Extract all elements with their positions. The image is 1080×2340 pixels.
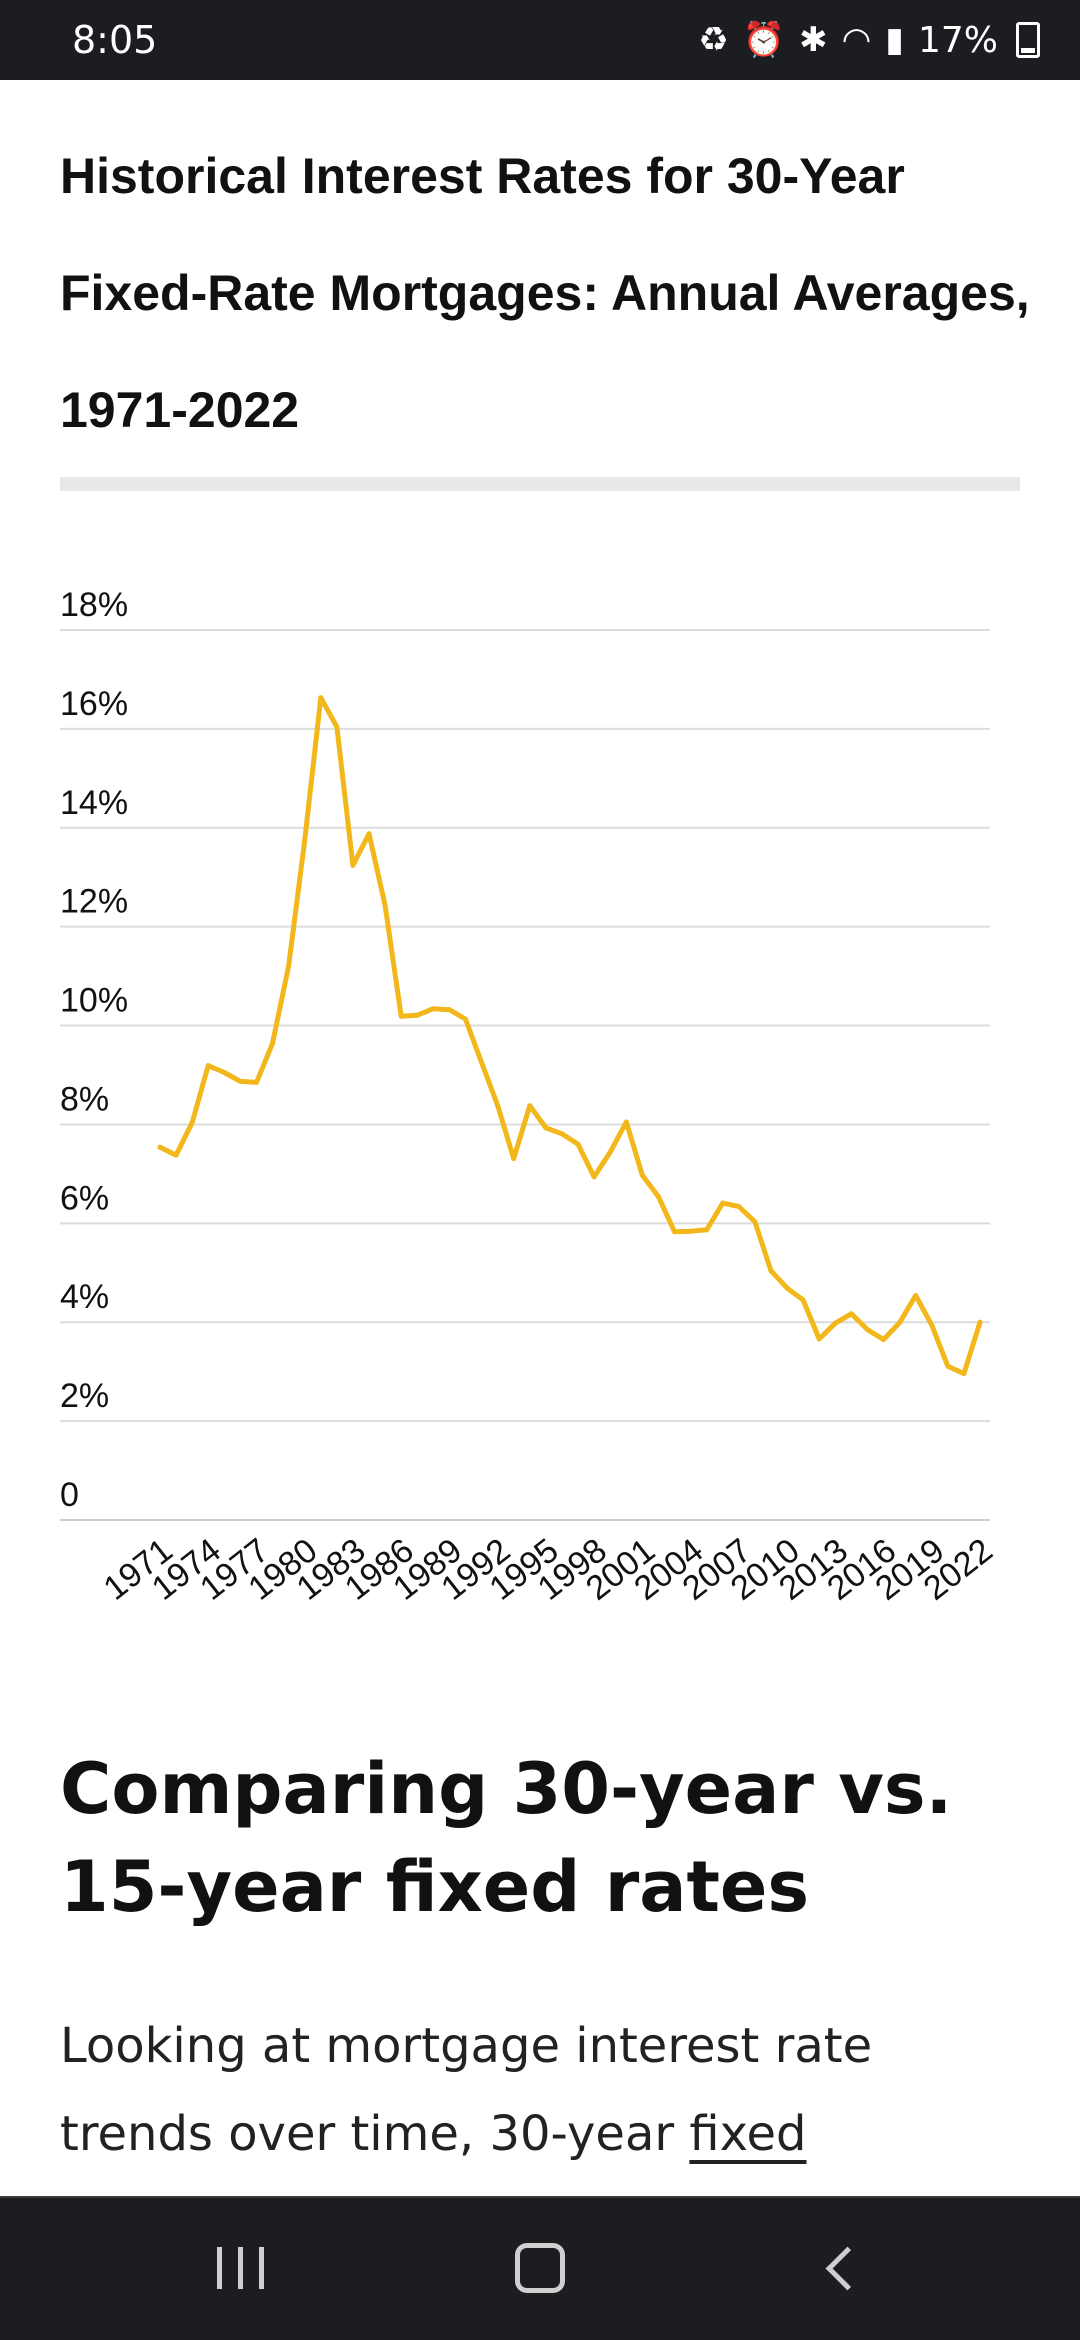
data-point (430, 1006, 436, 1012)
data-point (607, 1149, 613, 1155)
y-tick-label: 4% (60, 1278, 109, 1316)
data-point (382, 902, 388, 908)
data-point (865, 1327, 870, 1333)
data-point (881, 1337, 886, 1342)
y-tick-label: 8% (60, 1080, 109, 1118)
data-point (511, 1156, 517, 1162)
data-point (495, 1102, 501, 1108)
fixed-link[interactable]: fixed (689, 2106, 807, 2162)
data-point (704, 1227, 710, 1233)
data-point (527, 1103, 533, 1109)
y-tick-label: 6% (60, 1179, 109, 1217)
data-point (913, 1293, 919, 1298)
data-point (559, 1131, 565, 1137)
y-tick-label: 18% (60, 586, 128, 624)
data-point (655, 1194, 661, 1200)
data-point (189, 1120, 195, 1125)
recent-apps-button[interactable] (190, 2228, 290, 2308)
bluetooth-icon: ✱ (799, 20, 828, 60)
data-point (639, 1172, 645, 1178)
data-point (463, 1016, 468, 1022)
data-point (929, 1322, 935, 1328)
data-point (479, 1060, 485, 1066)
data-point (254, 1079, 259, 1085)
data-point (832, 1320, 838, 1326)
y-tick-label: 10% (60, 982, 128, 1020)
data-point (318, 695, 324, 701)
y-tick-label: 14% (60, 784, 128, 822)
data-point (446, 1007, 452, 1013)
data-point (623, 1119, 629, 1125)
chart-title: Historical Interest Rates for 30-Year Fi… (60, 148, 1030, 438)
data-point (205, 1063, 211, 1069)
status-icons: ♻ ⏰ ✱ ◠ ▮ 17% (698, 20, 1040, 61)
series-line (157, 695, 983, 1377)
data-point (688, 1228, 694, 1234)
data-point (543, 1125, 549, 1131)
data-point (173, 1152, 179, 1158)
data-point (816, 1336, 822, 1342)
section-heading: Comparing 30-year vs. 15-year fixed rate… (60, 1748, 953, 1928)
status-time: 8:05 (72, 18, 158, 62)
y-tick-label: 16% (60, 685, 128, 723)
data-point (350, 862, 356, 868)
data-point (800, 1297, 806, 1303)
data-point (398, 1013, 404, 1019)
data-point (768, 1268, 774, 1274)
data-point (270, 1040, 275, 1046)
back-button[interactable] (790, 2228, 890, 2308)
data-point (752, 1219, 758, 1225)
alarm-icon: ⏰ (742, 20, 786, 60)
data-point (945, 1363, 951, 1369)
y-tick-label: 0 (60, 1476, 79, 1514)
body-paragraph: Looking at mortgage interest rate trends… (60, 2002, 1040, 2178)
data-point (720, 1200, 726, 1206)
signal-icon: ▮ (885, 20, 904, 60)
y-tick-label: 2% (60, 1377, 109, 1415)
home-button[interactable] (490, 2228, 590, 2308)
navigation-bar (0, 2196, 1080, 2340)
data-point (591, 1174, 597, 1180)
data-point (157, 1144, 163, 1150)
data-point (334, 724, 340, 730)
data-point (221, 1070, 227, 1075)
data-point (961, 1371, 967, 1377)
data-point (784, 1285, 790, 1291)
wifi-icon: ◠ (841, 20, 872, 60)
line-chart: 02%4%6%8%10%12%14%16%18% 197119741977198… (60, 586, 1000, 1608)
data-point (848, 1311, 854, 1317)
body-text: Looking at mortgage interest rate trends… (60, 2018, 873, 2162)
data-point (736, 1204, 742, 1209)
recycle-icon: ♻ (698, 20, 729, 60)
data-point (414, 1012, 420, 1018)
battery-icon (1016, 22, 1040, 58)
data-point (897, 1320, 903, 1326)
data-point (672, 1229, 677, 1235)
title-divider (60, 477, 1020, 491)
data-point (366, 831, 372, 837)
data-point (286, 963, 292, 969)
battery-percent: 17% (917, 19, 998, 61)
data-point (302, 838, 308, 844)
data-point (977, 1319, 983, 1325)
data-point (237, 1078, 243, 1084)
status-bar: 8:05 ♻ ⏰ ✱ ◠ ▮ 17% (0, 0, 1080, 80)
data-point (575, 1141, 581, 1147)
y-tick-label: 12% (60, 883, 128, 921)
